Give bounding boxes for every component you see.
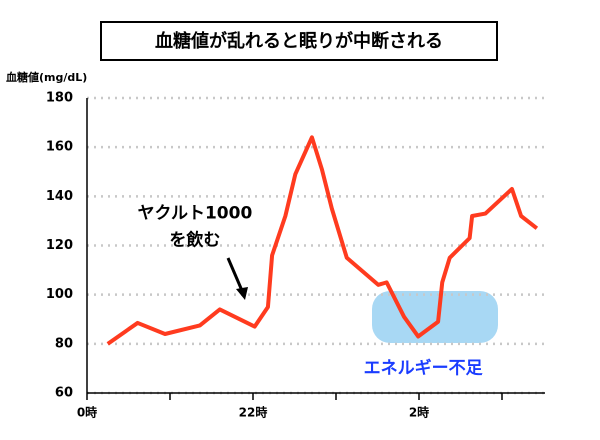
y-axis-label: 血糖値(mg/dL) xyxy=(6,70,87,84)
y-tick-label: 180 xyxy=(46,91,73,106)
highlight-zone xyxy=(372,291,498,343)
chart-title: 血糖値が乱れると眠りが中断される xyxy=(155,30,443,52)
x-tick-label: 0時 xyxy=(77,405,97,420)
y-tick-label: 120 xyxy=(46,238,73,253)
y-tick-label: 100 xyxy=(46,287,73,302)
y-tick-label: 60 xyxy=(55,386,73,401)
arrow-head xyxy=(236,287,248,300)
annotation: ヤクルト1000 xyxy=(137,204,252,224)
grid xyxy=(87,96,545,395)
y-tick-label: 160 xyxy=(46,140,73,155)
y-tick-label: 140 xyxy=(46,189,73,204)
line xyxy=(106,135,539,346)
arrow xyxy=(226,257,245,294)
x-tick-label: 2時 xyxy=(409,405,429,420)
annotation: エネルギー不足 xyxy=(364,358,483,378)
y-tick-label: 80 xyxy=(55,336,73,351)
x-tick-label: 22時 xyxy=(239,405,268,420)
title-box xyxy=(100,21,498,61)
annotation: を飲む xyxy=(169,230,220,251)
